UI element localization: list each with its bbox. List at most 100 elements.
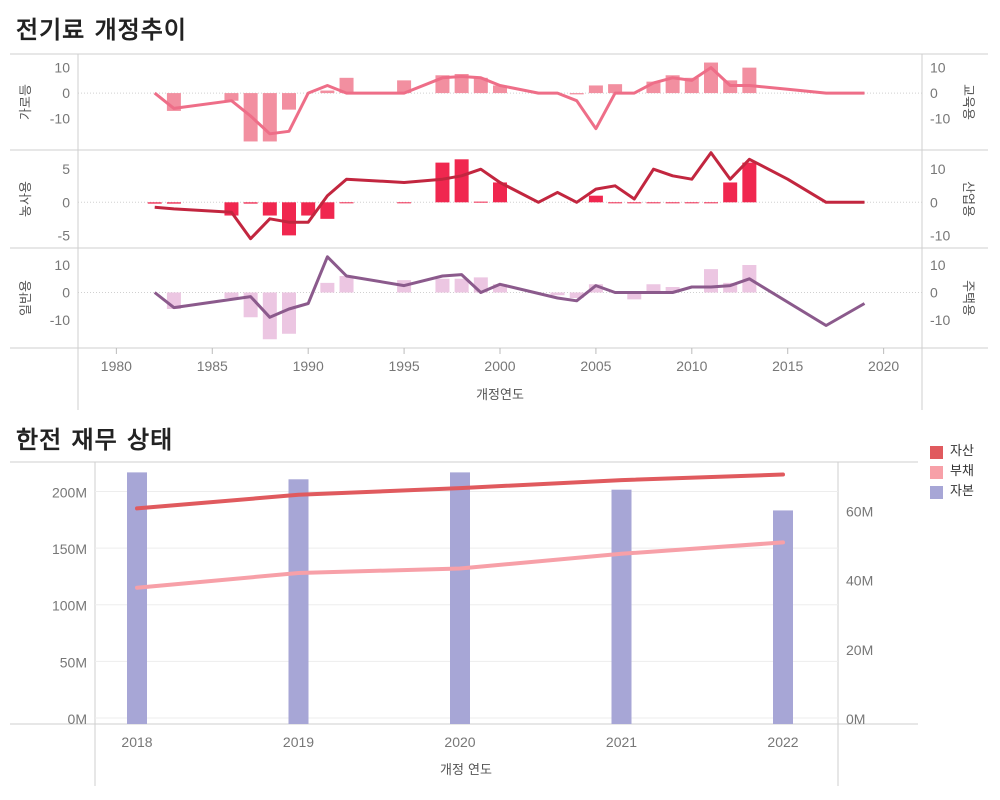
x-axis-label: 개정 연도 — [440, 763, 492, 778]
y-right-tick-label: 10 — [930, 60, 946, 76]
x-tick-label: 1985 — [197, 358, 228, 374]
bar-mark — [339, 276, 354, 293]
y-left-axis-label: 농사용 — [19, 181, 34, 217]
bar-mark — [611, 489, 632, 724]
bar-mark — [166, 202, 181, 204]
bar-mark — [493, 182, 507, 203]
y-right-tick-label: 10 — [930, 161, 946, 177]
x-tick-label: 2000 — [484, 358, 515, 374]
chart-title-rate-trend: 전기료 개정추이 — [16, 16, 187, 44]
legend-label-liability: 부채 — [950, 464, 974, 479]
bar-mark — [282, 292, 296, 334]
bar-mark — [569, 93, 584, 95]
bar-mark — [665, 287, 680, 293]
bar-mark — [627, 292, 642, 300]
bar-mark — [493, 85, 507, 94]
y-right-tick-label: 0 — [930, 285, 938, 301]
x-tick-label: 2019 — [283, 734, 314, 750]
bar-mark — [493, 284, 507, 293]
legend-swatch-liability — [930, 465, 943, 479]
bar-mark — [627, 202, 642, 204]
bar-mark — [450, 472, 470, 724]
y-right-tick-label: 0 — [930, 85, 938, 101]
bar-mark — [588, 85, 603, 94]
y-right-tick-label: 40M — [846, 573, 873, 589]
bar-mark — [397, 80, 412, 94]
bar-mark — [742, 162, 757, 203]
legend-item-asset[interactable]: 자산 — [930, 442, 974, 462]
bar-mark — [704, 202, 718, 204]
bar-mark — [127, 472, 147, 724]
bar-mark — [588, 195, 603, 203]
x-tick-label: 2010 — [676, 358, 707, 374]
bar-mark — [454, 74, 469, 94]
bar-mark — [569, 292, 584, 298]
y-right-tick-label: 10 — [930, 257, 946, 273]
bar-mark — [773, 510, 793, 724]
bar-mark — [454, 159, 469, 203]
bar-mark — [550, 292, 565, 296]
bar-mark — [224, 93, 239, 101]
bar-mark — [646, 284, 661, 293]
y-left-tick-label: 0M — [68, 711, 87, 727]
series-line — [153, 255, 866, 327]
bar-mark — [608, 202, 623, 204]
y-left-tick-label: 0 — [62, 285, 70, 301]
legend-item-liability[interactable]: 부채 — [930, 462, 974, 482]
bar-mark — [320, 90, 335, 94]
bar-mark — [301, 202, 316, 216]
y-left-axis-label: 가로등 — [19, 84, 34, 120]
y-left-tick-label: 0 — [62, 194, 70, 210]
x-tick-label: 1990 — [293, 358, 324, 374]
bar-mark — [339, 77, 354, 94]
y-left-tick-label: 10 — [54, 257, 70, 273]
y-left-tick-label: 100M — [52, 598, 87, 614]
x-tick-label: 1980 — [101, 358, 132, 374]
bar-mark — [262, 202, 277, 216]
x-tick-label: 1995 — [389, 358, 420, 374]
x-tick-label: 2022 — [767, 734, 798, 750]
y-left-tick-label: -5 — [58, 227, 71, 243]
y-right-tick-label: 20M — [846, 642, 873, 658]
x-axis-label: 개정연도 — [476, 388, 524, 403]
bar-mark — [288, 479, 309, 724]
y-right-axis-label: 주택용 — [960, 280, 975, 316]
x-tick-label: 2018 — [121, 734, 152, 750]
legend: 자산 부채 자본 — [930, 442, 974, 502]
bar-mark — [723, 182, 738, 203]
series-line — [154, 151, 865, 241]
bar-mark — [147, 202, 162, 204]
legend-swatch-asset — [930, 445, 943, 459]
legend-swatch-equity — [930, 485, 943, 499]
bar-mark — [224, 292, 239, 298]
bar-mark — [742, 67, 757, 94]
x-tick-label: 2015 — [772, 358, 803, 374]
bar-mark — [473, 201, 488, 203]
y-right-tick-label: -10 — [930, 111, 950, 127]
bar-mark — [282, 93, 296, 110]
series-line — [135, 472, 785, 511]
y-right-tick-label: -10 — [930, 312, 950, 328]
y-right-tick-label: 0 — [930, 194, 938, 210]
y-left-tick-label: 0 — [62, 85, 70, 101]
bar-mark — [435, 278, 450, 293]
bar-mark — [665, 202, 680, 204]
bar-mark — [646, 81, 661, 94]
bar-mark — [339, 202, 354, 204]
bar-mark — [608, 84, 623, 94]
y-right-tick-label: 0M — [846, 711, 865, 727]
bar-mark — [704, 269, 718, 293]
bar-mark — [646, 202, 661, 204]
y-left-tick-label: 200M — [52, 484, 87, 500]
bar-mark — [723, 282, 738, 293]
x-tick-label: 2005 — [580, 358, 611, 374]
y-right-axis-label: 산업용 — [960, 181, 975, 217]
legend-item-equity[interactable]: 자본 — [930, 482, 974, 502]
x-tick-label: 2020 — [444, 734, 475, 750]
y-left-tick-label: 50M — [60, 654, 87, 670]
chart-title-finance: 한전 재무 상태 — [16, 426, 174, 454]
bar-mark — [435, 162, 450, 203]
bar-mark — [397, 202, 412, 204]
y-right-axis-label: 교육용 — [960, 84, 975, 120]
y-left-tick-label: 10 — [54, 60, 70, 76]
